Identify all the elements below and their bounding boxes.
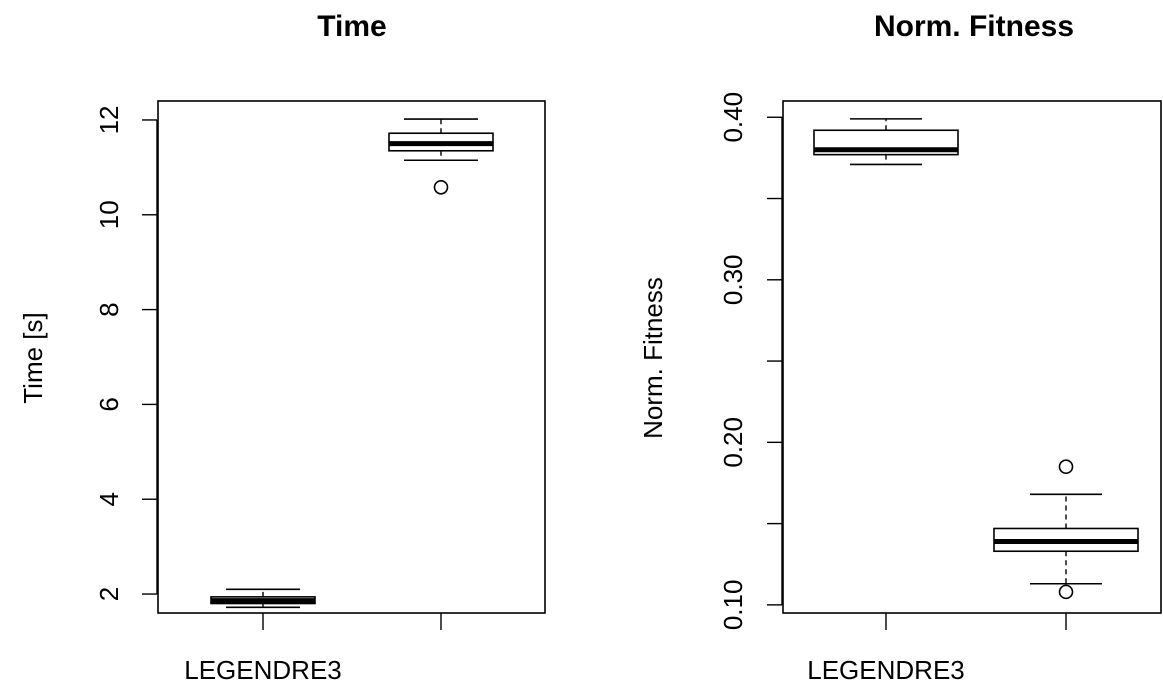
y-axis-fitness: 0.10 0.20 0.30 0.40 (718, 92, 783, 631)
box-2 (993, 459, 1139, 600)
y-tick-label: 8 (94, 302, 124, 316)
x-axis-fitness: LEGENDRE3 (807, 613, 1067, 685)
y-axis-label-time: Time [s] (18, 312, 48, 403)
y-tick-label: 0.10 (718, 580, 748, 631)
y-tick-label: 0.30 (718, 254, 748, 305)
plot-frame-time (157, 100, 546, 614)
boxes-fitness (813, 118, 1139, 600)
y-axis-time: 2 4 6 8 10 12 (94, 106, 158, 601)
x-tick-label: LEGENDRE3 (807, 655, 965, 685)
x-axis-time: LEGENDRE3 (184, 613, 442, 685)
y-tick-label: 0.20 (718, 417, 748, 468)
y-axis-label-fitness: Norm. Fitness (638, 277, 668, 439)
y-tick-label: 6 (94, 397, 124, 411)
x-tick-label: LEGENDRE3 (184, 655, 342, 685)
chart-title-time: Time (317, 10, 386, 43)
chart-panel-fitness: Norm. Fitness Norm. Fitness 0.10 0.20 0.30… (638, 10, 1162, 685)
outlier-point (1058, 584, 1074, 600)
box-1 (813, 118, 959, 166)
outlier-point (433, 179, 449, 195)
chart-panel-time: Time Time [s] 2 4 6 8 10 12 LEGENDRE3 (18, 10, 546, 685)
box-1 (210, 588, 316, 609)
y-tick-label: 10 (94, 200, 124, 229)
box-2 (388, 118, 494, 195)
chart-title-fitness: Norm. Fitness (874, 10, 1074, 43)
y-tick-label: 12 (94, 106, 124, 135)
outlier-point (1058, 459, 1074, 475)
y-tick-label: 0.40 (718, 92, 748, 143)
plot-frame-fitness (782, 100, 1162, 614)
boxes-time (210, 118, 494, 609)
y-tick-label: 2 (94, 587, 124, 601)
y-tick-label: 4 (94, 492, 124, 506)
